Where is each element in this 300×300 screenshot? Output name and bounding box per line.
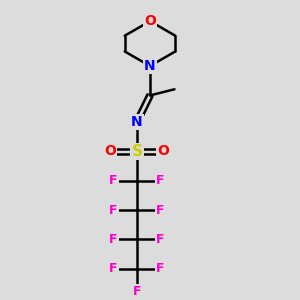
Text: F: F xyxy=(133,285,141,298)
Text: F: F xyxy=(156,204,165,217)
Text: F: F xyxy=(156,233,165,246)
Text: O: O xyxy=(104,144,116,158)
Text: F: F xyxy=(156,262,165,275)
Text: F: F xyxy=(109,174,118,187)
Text: N: N xyxy=(144,59,156,73)
Text: O: O xyxy=(158,144,169,158)
Text: S: S xyxy=(131,144,142,159)
Text: O: O xyxy=(144,14,156,28)
Text: F: F xyxy=(109,233,118,246)
Text: F: F xyxy=(109,204,118,217)
Text: F: F xyxy=(109,262,118,275)
Text: F: F xyxy=(156,174,165,187)
Text: N: N xyxy=(131,115,143,129)
